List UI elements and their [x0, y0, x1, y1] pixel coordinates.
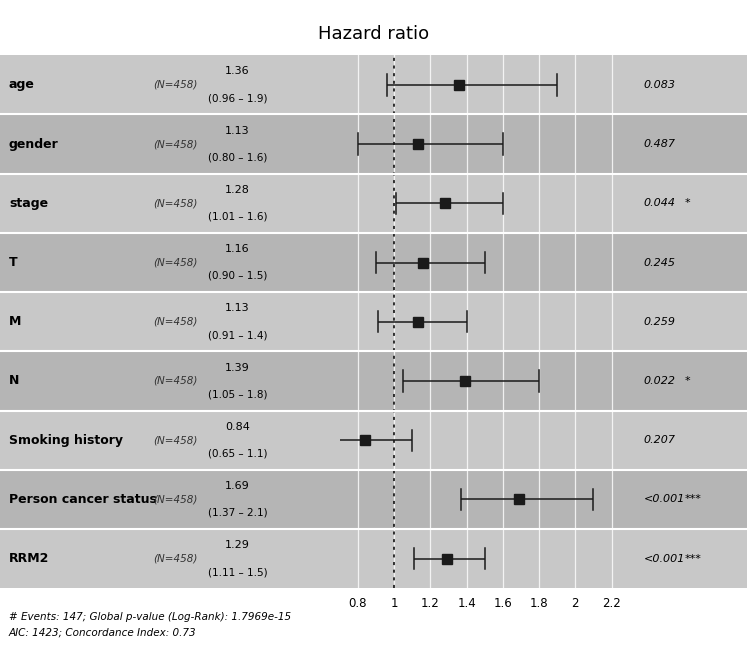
- Text: 1.13: 1.13: [226, 304, 249, 313]
- Text: RRM2: RRM2: [9, 552, 49, 565]
- Text: 1.69: 1.69: [225, 481, 250, 491]
- Text: 1.36: 1.36: [226, 66, 249, 77]
- Text: (N=458): (N=458): [153, 317, 197, 327]
- Text: age: age: [9, 79, 35, 92]
- Text: (N=458): (N=458): [153, 436, 197, 445]
- Text: (0.90 – 1.5): (0.90 – 1.5): [208, 271, 267, 281]
- Text: 0.022: 0.022: [644, 376, 676, 386]
- Text: ***: ***: [684, 495, 701, 504]
- Text: Smoking history: Smoking history: [9, 434, 123, 447]
- Text: 0.259: 0.259: [644, 317, 676, 327]
- Text: (0.96 – 1.9): (0.96 – 1.9): [208, 94, 267, 103]
- Text: stage: stage: [9, 197, 48, 210]
- Text: 0.207: 0.207: [644, 436, 676, 445]
- Text: 0.044: 0.044: [644, 198, 676, 208]
- Text: T: T: [9, 256, 18, 269]
- Text: (1.01 – 1.6): (1.01 – 1.6): [208, 212, 267, 222]
- Text: (N=458): (N=458): [153, 257, 197, 268]
- Text: Hazard ratio: Hazard ratio: [318, 25, 429, 43]
- Text: (0.91 – 1.4): (0.91 – 1.4): [208, 330, 267, 340]
- Text: 1.29: 1.29: [225, 540, 250, 550]
- Text: (0.65 – 1.1): (0.65 – 1.1): [208, 448, 267, 459]
- Text: (1.05 – 1.8): (1.05 – 1.8): [208, 389, 267, 399]
- Text: (N=458): (N=458): [153, 198, 197, 208]
- Text: 1.39: 1.39: [225, 363, 250, 372]
- Text: N: N: [9, 374, 19, 387]
- Text: 1.16: 1.16: [226, 244, 249, 254]
- Text: M: M: [9, 315, 22, 328]
- Text: Person cancer status: Person cancer status: [9, 493, 157, 506]
- Text: (1.37 – 2.1): (1.37 – 2.1): [208, 508, 267, 518]
- Text: AIC: 1423; Concordance Index: 0.73: AIC: 1423; Concordance Index: 0.73: [9, 627, 196, 637]
- Text: *: *: [684, 376, 690, 386]
- Text: (1.11 – 1.5): (1.11 – 1.5): [208, 567, 267, 577]
- Text: gender: gender: [9, 138, 59, 151]
- Text: # Events: 147; Global p-value (Log-Rank): 1.7969e-15: # Events: 147; Global p-value (Log-Rank)…: [9, 612, 291, 622]
- Text: (N=458): (N=458): [153, 554, 197, 564]
- Text: 1.13: 1.13: [226, 125, 249, 136]
- Text: <0.001: <0.001: [644, 554, 685, 564]
- Text: *: *: [684, 198, 690, 208]
- Text: <0.001: <0.001: [644, 495, 685, 504]
- Text: 0.84: 0.84: [225, 422, 250, 432]
- Text: (N=458): (N=458): [153, 495, 197, 504]
- Text: ***: ***: [684, 554, 701, 564]
- Text: (N=458): (N=458): [153, 376, 197, 386]
- Text: (N=458): (N=458): [153, 80, 197, 90]
- Text: (N=458): (N=458): [153, 139, 197, 149]
- Text: 1.28: 1.28: [225, 185, 250, 195]
- Text: 0.487: 0.487: [644, 139, 676, 149]
- Text: 0.245: 0.245: [644, 257, 676, 268]
- Text: 0.083: 0.083: [644, 80, 676, 90]
- Text: (0.80 – 1.6): (0.80 – 1.6): [208, 153, 267, 162]
